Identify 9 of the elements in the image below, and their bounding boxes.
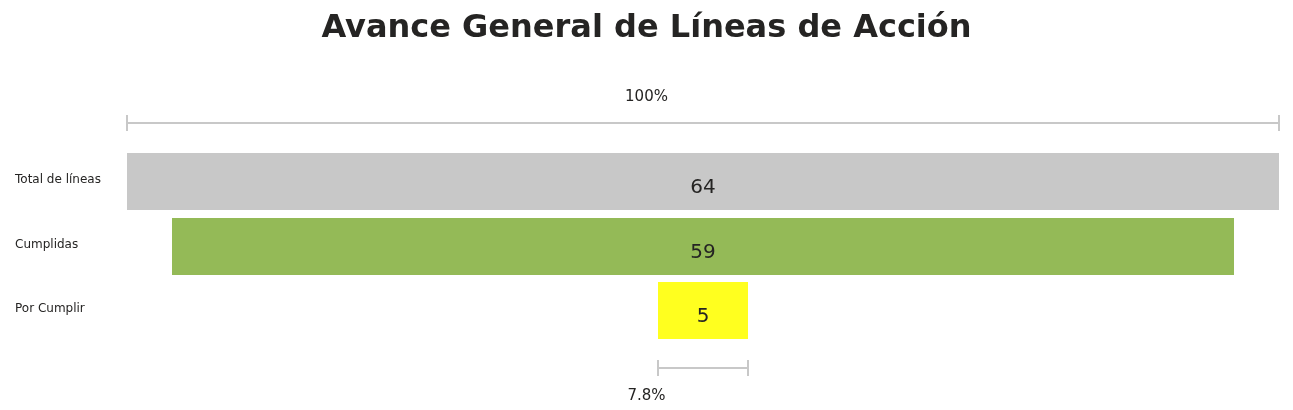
category-label: Cumplidas (15, 236, 79, 251)
data-label: 5 (696, 302, 710, 327)
category-label: Por Cumplir (15, 300, 85, 315)
text: 100% (625, 86, 668, 105)
text: Avance General de Líneas de Acción (321, 7, 972, 45)
category-label: Total de líneas (14, 171, 101, 186)
data-label: 64 (690, 173, 716, 198)
text: 7.8% (627, 385, 666, 404)
data-label: 59 (690, 238, 716, 263)
